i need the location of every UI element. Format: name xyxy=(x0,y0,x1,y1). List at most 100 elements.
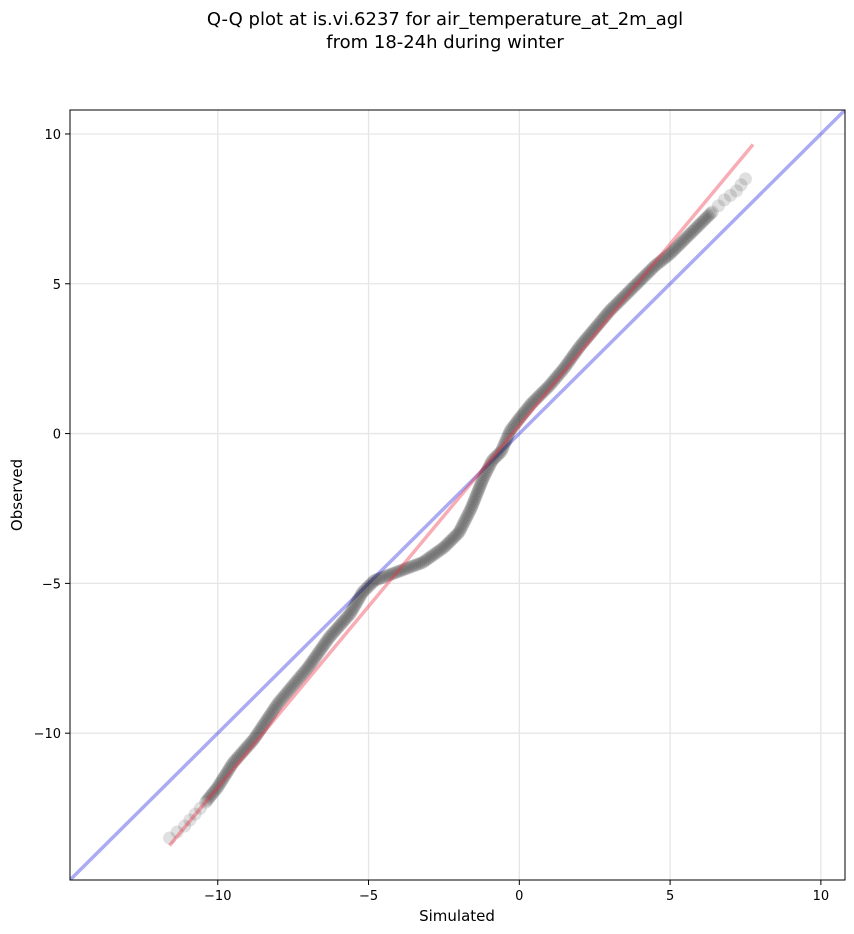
quantile-point xyxy=(243,737,257,751)
quantile-point xyxy=(551,369,565,383)
quantile-point xyxy=(458,513,472,527)
quantile-point xyxy=(423,550,437,564)
quantile-point xyxy=(582,328,596,342)
quantile-point xyxy=(350,595,364,609)
y-axis-label: Observed xyxy=(8,459,26,531)
quantile-point xyxy=(270,698,284,712)
quantile-point xyxy=(593,315,607,329)
quantile-point xyxy=(368,573,382,587)
quantile-point xyxy=(348,599,362,613)
quantile-point xyxy=(560,357,574,371)
quantile-point xyxy=(275,691,289,705)
quantile-point xyxy=(244,735,258,749)
quantile-point xyxy=(258,716,272,730)
quantile-point xyxy=(618,289,632,303)
quantile-point xyxy=(522,400,536,414)
quantile-point xyxy=(241,739,255,753)
quantile-point xyxy=(402,561,416,575)
quantile-point xyxy=(493,446,507,460)
quantile-point xyxy=(278,688,292,702)
quantile-point xyxy=(321,632,335,646)
quantile-point xyxy=(527,394,541,408)
quantile-point xyxy=(484,456,498,470)
quantile-point xyxy=(636,271,650,285)
quantile-point xyxy=(497,438,511,452)
quantile-point xyxy=(404,560,418,574)
quantile-point xyxy=(356,585,370,599)
quantile-point xyxy=(702,208,716,222)
quantile-point xyxy=(406,559,420,573)
quantile-point xyxy=(692,218,706,232)
quantile-point xyxy=(495,442,509,456)
quantile-point xyxy=(252,725,266,739)
quantile-point xyxy=(433,543,447,557)
quantile-point xyxy=(656,252,670,266)
quantile-point xyxy=(533,388,547,402)
quantile-point xyxy=(283,683,297,697)
quantile-point xyxy=(622,284,636,298)
quantile-point xyxy=(506,420,520,434)
quantile-point xyxy=(327,626,341,640)
quantile-point xyxy=(311,646,325,660)
quantile-point xyxy=(246,734,260,748)
quantile-point xyxy=(596,312,610,326)
quantile-point xyxy=(396,563,410,577)
quantile-point xyxy=(261,711,275,725)
quantile-point xyxy=(503,424,517,438)
chart-title-line-1: Q-Q plot at is.vi.6237 for air_temperatu… xyxy=(207,9,683,30)
quantile-point xyxy=(471,486,485,500)
x-tick-label: 5 xyxy=(666,889,674,904)
quantile-point xyxy=(265,705,279,719)
quantile-point xyxy=(219,767,233,781)
quantile-point xyxy=(475,476,489,490)
quantile-point xyxy=(520,402,534,416)
quantile-point xyxy=(575,336,589,350)
y-tick-label: −10 xyxy=(34,727,61,742)
quantile-point xyxy=(482,460,496,474)
quantile-point xyxy=(680,230,694,244)
quantile-point xyxy=(628,278,642,292)
grid xyxy=(70,110,845,880)
quantile-point xyxy=(178,819,192,833)
quantile-point xyxy=(607,299,621,313)
quantile-point xyxy=(453,523,467,537)
quantile-point xyxy=(322,630,336,644)
quantile-point xyxy=(529,392,543,406)
quantile-point xyxy=(287,677,301,691)
quantile-point xyxy=(378,570,392,584)
quantile-point xyxy=(711,199,725,213)
quantile-point xyxy=(331,621,345,635)
quantile-point xyxy=(615,292,629,306)
quantile-point xyxy=(425,549,439,563)
quantile-point xyxy=(441,536,455,550)
quantile-point xyxy=(469,489,483,503)
quantile-point xyxy=(643,263,657,277)
quantile-point xyxy=(214,775,228,789)
quantile-point xyxy=(293,671,307,685)
quantile-point xyxy=(613,293,627,307)
quantile-point xyxy=(705,205,719,219)
quantile-point xyxy=(199,795,213,809)
quantile-point xyxy=(231,750,245,764)
quantile-point xyxy=(370,573,384,587)
quantile-point xyxy=(468,491,482,505)
quantile-point xyxy=(449,528,463,542)
quantile-point xyxy=(507,418,521,432)
quantile-point xyxy=(686,224,700,238)
reference-line xyxy=(70,110,845,880)
quantile-point xyxy=(604,302,618,316)
quantile-point xyxy=(498,436,512,450)
quantile-point xyxy=(544,377,558,391)
chart-title: Q-Q plot at is.vi.6237 for air_temperatu… xyxy=(207,9,683,53)
quantile-point xyxy=(566,348,580,362)
plot-area xyxy=(70,110,845,880)
quantile-point xyxy=(335,616,349,630)
quantile-point xyxy=(363,578,377,592)
quantile-point xyxy=(345,604,359,618)
quantile-point xyxy=(372,572,386,586)
quantile-point xyxy=(683,227,697,241)
quantile-point xyxy=(462,505,476,519)
quantile-point xyxy=(474,478,488,492)
quantile-point xyxy=(440,537,454,551)
quantile-point xyxy=(309,650,323,664)
